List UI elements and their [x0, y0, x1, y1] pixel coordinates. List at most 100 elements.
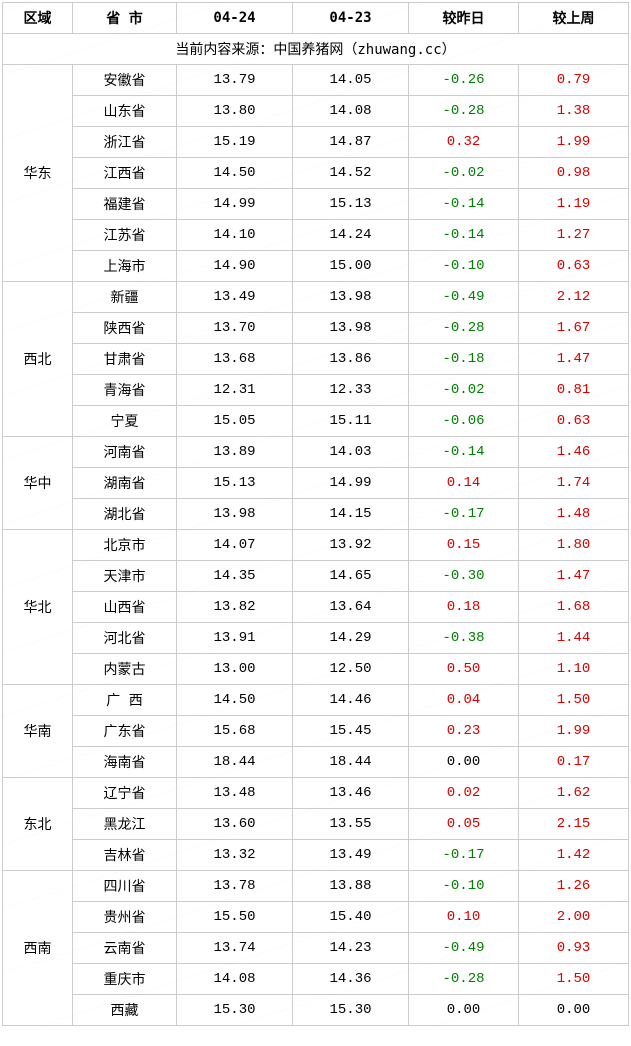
delta-yesterday: -0.06 [409, 406, 519, 437]
province-cell: 云南省 [73, 933, 177, 964]
delta-lastweek: 1.99 [519, 716, 629, 747]
price-date2: 13.88 [293, 871, 409, 902]
price-date1: 14.90 [177, 251, 293, 282]
province-cell: 江苏省 [73, 220, 177, 251]
province-cell: 山东省 [73, 96, 177, 127]
price-date2: 14.08 [293, 96, 409, 127]
price-date1: 13.32 [177, 840, 293, 871]
price-date2: 15.45 [293, 716, 409, 747]
table-row: 华北北京市14.0713.920.151.80 [3, 530, 629, 561]
delta-yesterday: 0.05 [409, 809, 519, 840]
delta-yesterday: -0.02 [409, 375, 519, 406]
price-date1: 13.91 [177, 623, 293, 654]
delta-lastweek: 1.44 [519, 623, 629, 654]
price-date1: 15.05 [177, 406, 293, 437]
delta-lastweek: 0.00 [519, 995, 629, 1026]
delta-lastweek: 1.50 [519, 964, 629, 995]
delta-yesterday: -0.02 [409, 158, 519, 189]
delta-yesterday: 0.04 [409, 685, 519, 716]
delta-lastweek: 1.27 [519, 220, 629, 251]
delta-yesterday: -0.18 [409, 344, 519, 375]
price-date1: 15.19 [177, 127, 293, 158]
table-row: 西北新疆13.4913.98-0.492.12 [3, 282, 629, 313]
province-cell: 黑龙江 [73, 809, 177, 840]
table-row: 陕西省13.7013.98-0.281.67 [3, 313, 629, 344]
province-cell: 吉林省 [73, 840, 177, 871]
price-date2: 13.92 [293, 530, 409, 561]
region-cell: 华南 [3, 685, 73, 778]
delta-yesterday: -0.28 [409, 96, 519, 127]
delta-lastweek: 0.81 [519, 375, 629, 406]
price-date1: 13.80 [177, 96, 293, 127]
delta-yesterday: -0.14 [409, 189, 519, 220]
price-date1: 14.35 [177, 561, 293, 592]
price-date1: 13.68 [177, 344, 293, 375]
price-date2: 14.24 [293, 220, 409, 251]
delta-lastweek: 1.42 [519, 840, 629, 871]
table-row: 山西省13.8213.640.181.68 [3, 592, 629, 623]
price-date2: 13.86 [293, 344, 409, 375]
delta-yesterday: -0.26 [409, 65, 519, 96]
table-row: 宁夏15.0515.11-0.060.63 [3, 406, 629, 437]
table-row: 广东省15.6815.450.231.99 [3, 716, 629, 747]
price-date1: 13.70 [177, 313, 293, 344]
delta-lastweek: 2.12 [519, 282, 629, 313]
province-cell: 湖南省 [73, 468, 177, 499]
table-row: 华东安徽省13.7914.05-0.260.79 [3, 65, 629, 96]
price-date1: 13.82 [177, 592, 293, 623]
table-row: 海南省18.4418.440.000.17 [3, 747, 629, 778]
province-cell: 西藏 [73, 995, 177, 1026]
delta-yesterday: -0.17 [409, 499, 519, 530]
price-date2: 14.03 [293, 437, 409, 468]
table-row: 上海市14.9015.00-0.100.63 [3, 251, 629, 282]
table-row: 青海省12.3112.33-0.020.81 [3, 375, 629, 406]
table-row: 西藏15.3015.300.000.00 [3, 995, 629, 1026]
delta-yesterday: 0.18 [409, 592, 519, 623]
province-cell: 宁夏 [73, 406, 177, 437]
price-date2: 15.30 [293, 995, 409, 1026]
table-row: 甘肃省13.6813.86-0.181.47 [3, 344, 629, 375]
price-date1: 15.68 [177, 716, 293, 747]
price-date1: 13.89 [177, 437, 293, 468]
price-date1: 14.10 [177, 220, 293, 251]
table-row: 江苏省14.1014.24-0.141.27 [3, 220, 629, 251]
price-date2: 13.55 [293, 809, 409, 840]
province-cell: 广 西 [73, 685, 177, 716]
table-row: 江西省14.5014.52-0.020.98 [3, 158, 629, 189]
price-date1: 14.99 [177, 189, 293, 220]
delta-lastweek: 0.98 [519, 158, 629, 189]
region-cell: 西南 [3, 871, 73, 1026]
delta-lastweek: 0.79 [519, 65, 629, 96]
price-date1: 13.79 [177, 65, 293, 96]
table-row: 内蒙古13.0012.500.501.10 [3, 654, 629, 685]
delta-lastweek: 0.63 [519, 251, 629, 282]
province-cell: 福建省 [73, 189, 177, 220]
province-cell: 辽宁省 [73, 778, 177, 809]
price-date2: 14.87 [293, 127, 409, 158]
province-cell: 北京市 [73, 530, 177, 561]
price-date2: 14.52 [293, 158, 409, 189]
province-cell: 甘肃省 [73, 344, 177, 375]
province-cell: 青海省 [73, 375, 177, 406]
province-cell: 河北省 [73, 623, 177, 654]
delta-yesterday: -0.14 [409, 220, 519, 251]
delta-lastweek: 0.93 [519, 933, 629, 964]
table-row: 山东省13.8014.08-0.281.38 [3, 96, 629, 127]
price-date1: 15.30 [177, 995, 293, 1026]
table-row: 天津市14.3514.65-0.301.47 [3, 561, 629, 592]
price-date1: 12.31 [177, 375, 293, 406]
delta-yesterday: -0.14 [409, 437, 519, 468]
price-date2: 14.05 [293, 65, 409, 96]
col-date2: 04-23 [293, 3, 409, 34]
table-row: 华南广 西14.5014.460.041.50 [3, 685, 629, 716]
price-date2: 14.36 [293, 964, 409, 995]
delta-lastweek: 1.26 [519, 871, 629, 902]
table-row: 东北辽宁省13.4813.460.021.62 [3, 778, 629, 809]
header-row: 区域 省 市 04-24 04-23 较昨日 较上周 [3, 3, 629, 34]
price-date2: 12.50 [293, 654, 409, 685]
delta-lastweek: 1.19 [519, 189, 629, 220]
province-cell: 山西省 [73, 592, 177, 623]
price-date1: 15.13 [177, 468, 293, 499]
price-date2: 13.64 [293, 592, 409, 623]
table-body: 华东安徽省13.7914.05-0.260.79山东省13.8014.08-0.… [3, 65, 629, 1026]
